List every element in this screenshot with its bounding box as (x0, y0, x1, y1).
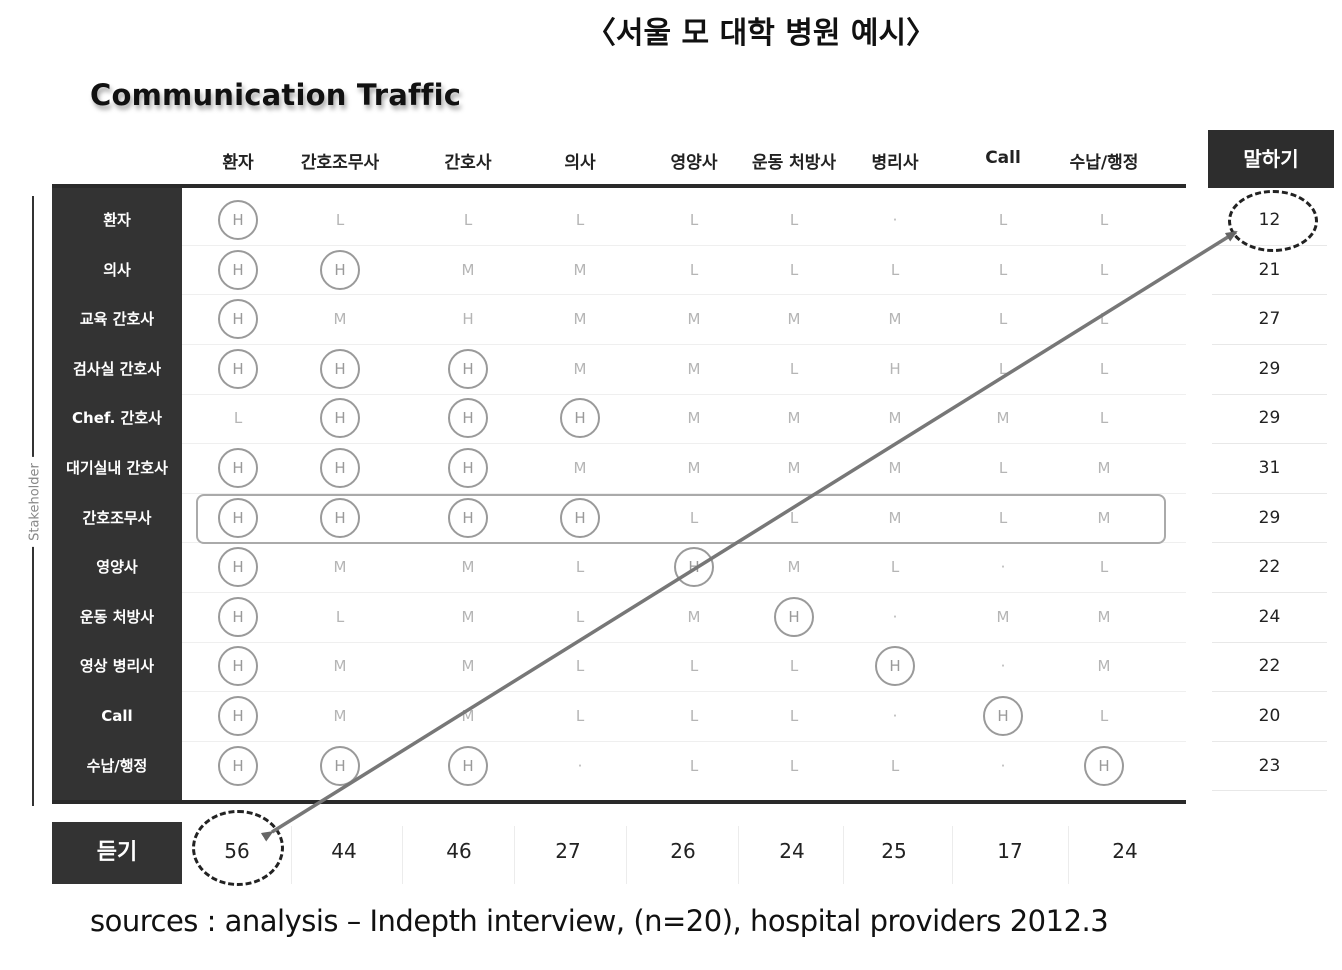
listen-total: 17 (997, 839, 1023, 863)
row-label: Chef. 간호사 (72, 409, 162, 428)
speak-total: 22 (1258, 557, 1281, 578)
row-label: 환자 (103, 211, 131, 229)
chart-title: Communication Traffic (90, 78, 462, 112)
column-header: 간호사 (444, 153, 492, 173)
traffic-cell-circled: H (218, 348, 258, 389)
traffic-cell-circled: H (218, 249, 258, 290)
traffic-cell-circled: H (218, 596, 258, 637)
listen-total: 26 (670, 839, 696, 863)
listen-total: 24 (779, 839, 805, 863)
speak-divider (1212, 641, 1327, 643)
row-label: 수납/행정 (86, 756, 148, 775)
speak-total: 23 (1258, 755, 1281, 776)
source-note: sources : analysis – Indepth interview, … (90, 904, 1109, 938)
listen-divider (1068, 826, 1069, 884)
speak-divider (1212, 294, 1327, 296)
traffic-cell-circled: H (218, 547, 258, 588)
column-header: 간호조무사 (300, 153, 380, 173)
traffic-cell-circled: H (218, 448, 258, 488)
row-label: 간호조무사 (82, 508, 152, 527)
column-header: 병리사 (871, 153, 919, 173)
listen-divider (843, 826, 844, 884)
speak-total: 29 (1258, 408, 1281, 429)
speak-divider (1212, 592, 1327, 593)
speak-total: 24 (1258, 606, 1281, 627)
speak-total: 31 (1258, 458, 1281, 478)
listen-label: 듣기 (52, 822, 182, 884)
page-title: 〈서울 모 대학 병원 예시〉 (585, 16, 937, 51)
listen-divider (402, 826, 403, 884)
column-header: 영양사 (670, 153, 718, 173)
listen-divider (514, 826, 515, 884)
listen-total: 27 (555, 839, 581, 863)
traffic-cell: · (892, 211, 898, 229)
row-label: 운동 처방사 (79, 607, 155, 626)
traffic-cell: L (335, 211, 345, 229)
speak-divider (1212, 790, 1327, 792)
column-header: 수납/행정 (1069, 153, 1139, 173)
listen-divider (952, 826, 953, 884)
traffic-cell: L (789, 211, 799, 229)
row-label: 대기실내 간호사 (66, 459, 168, 477)
stakeholder-bracket-bottom (32, 512, 34, 806)
listen-divider (626, 826, 627, 884)
traffic-cell-circled: H (218, 497, 258, 538)
speak-divider (1212, 542, 1327, 544)
speak-total: 22 (1258, 656, 1281, 677)
column-header: Call (985, 148, 1021, 168)
speak-total: 29 (1258, 507, 1281, 528)
listen-divider (738, 826, 739, 884)
traffic-cell-circled: H (218, 646, 258, 687)
speak-divider (1212, 492, 1327, 494)
traffic-cell: L (575, 211, 585, 229)
speak-divider (1212, 691, 1327, 693)
listen-highlight-oval (192, 810, 284, 886)
column-header: 운동 처방사 (751, 153, 837, 173)
traffic-cell: L (463, 211, 473, 229)
traffic-cell-circled: H (218, 299, 258, 340)
listen-total: 24 (1112, 839, 1138, 863)
traffic-cell: L (689, 211, 699, 229)
speak-total: 21 (1258, 259, 1281, 280)
row-label: 의사 (103, 260, 131, 279)
speak-header: 말하기 (1208, 130, 1334, 188)
speak-divider (1212, 740, 1327, 742)
speak-divider (1212, 344, 1327, 345)
traffic-cell: L (233, 409, 243, 428)
row-label: 교육 간호사 (79, 310, 155, 329)
column-header: 환자 (222, 153, 254, 173)
listen-total: 46 (446, 839, 472, 863)
speak-highlight-oval (1228, 190, 1318, 252)
row-label: Call (101, 707, 133, 725)
traffic-cell-circled: H (218, 200, 258, 240)
row-label: 영상 병리사 (79, 657, 155, 676)
row-label: 영양사 (96, 558, 138, 577)
traffic-cell-circled: H (218, 696, 258, 736)
listen-total: 44 (331, 839, 357, 863)
stakeholder-bracket-top (32, 196, 34, 492)
row-label: 검사실 간호사 (72, 359, 162, 378)
header-rule (52, 184, 1186, 188)
traffic-cell-circled: H (218, 745, 258, 786)
row-label-column (52, 188, 182, 800)
traffic-cell: L (998, 211, 1008, 229)
speak-total: 20 (1258, 706, 1281, 726)
speak-total: 27 (1258, 309, 1281, 330)
speak-divider (1212, 393, 1327, 395)
speak-divider (1212, 443, 1327, 445)
traffic-cell: L (1099, 211, 1109, 229)
column-header: 의사 (564, 153, 596, 173)
speak-total: 29 (1258, 358, 1281, 379)
listen-total: 25 (881, 839, 907, 863)
listen-divider (291, 826, 292, 884)
arrow-line (260, 230, 1238, 842)
